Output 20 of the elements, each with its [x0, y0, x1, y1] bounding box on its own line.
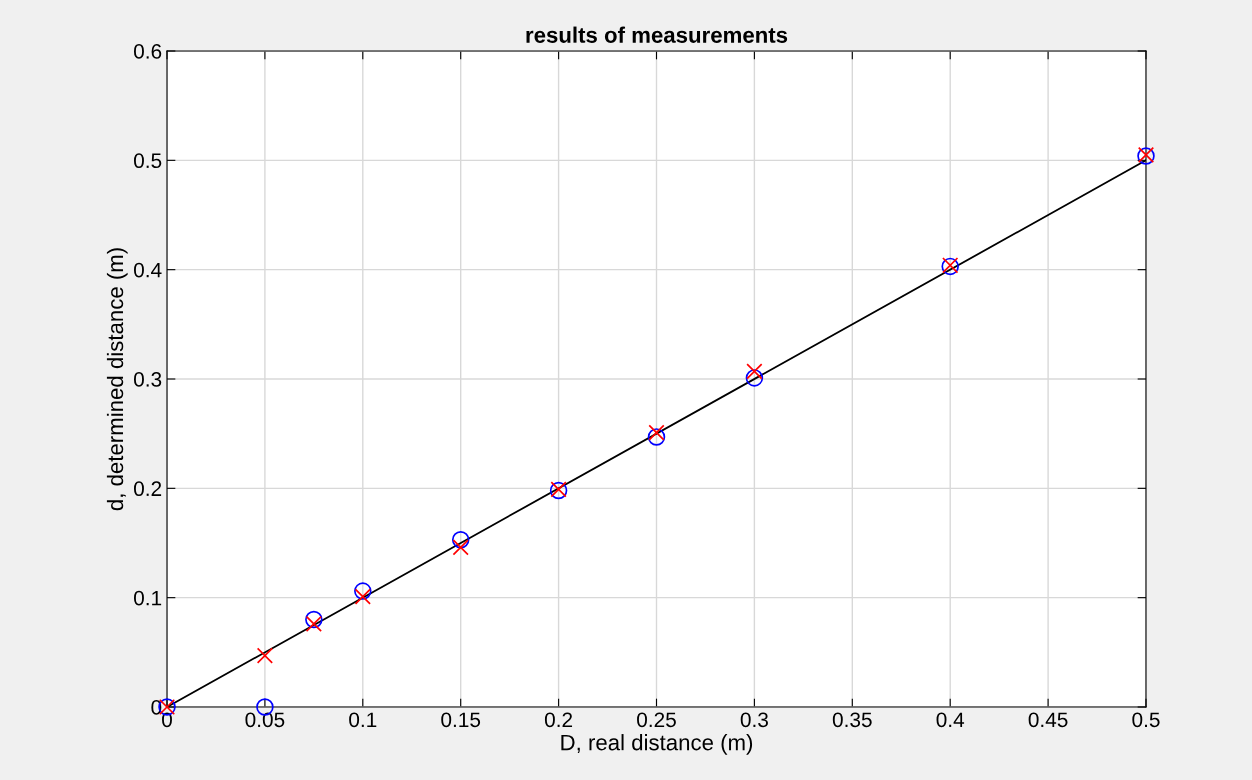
x-tick-label: 0.15 — [441, 712, 481, 728]
x-tick-label: 0.35 — [832, 712, 872, 728]
chart-title: results of measurements — [526, 26, 788, 43]
x-tick-label: 0.3 — [740, 712, 768, 728]
x-tick-label: 0.25 — [637, 712, 676, 728]
y-tick-label: 0.5 — [133, 153, 162, 169]
x-tick-label: 0.05 — [245, 712, 285, 728]
y-axis-title: d, determined distance (m) — [106, 248, 128, 511]
x-tick-label: 0 — [162, 712, 172, 728]
y-tick-label: 0.3 — [133, 372, 162, 387]
y-tick-label: 0.4 — [133, 262, 162, 278]
x-tick-label: 0.45 — [1028, 712, 1068, 728]
x-tick-label: 0.1 — [349, 712, 377, 728]
y-tick-label: 0.6 — [133, 44, 162, 59]
x-tick-label: 0.4 — [936, 712, 965, 728]
x-tick-label: 0.2 — [544, 712, 573, 728]
y-tick-label: 0.2 — [133, 481, 162, 497]
y-tick-label: 0.1 — [133, 590, 162, 606]
x-tick-label: 0.5 — [1132, 712, 1160, 728]
x-axis-title: D, real distance (m) — [561, 734, 753, 755]
